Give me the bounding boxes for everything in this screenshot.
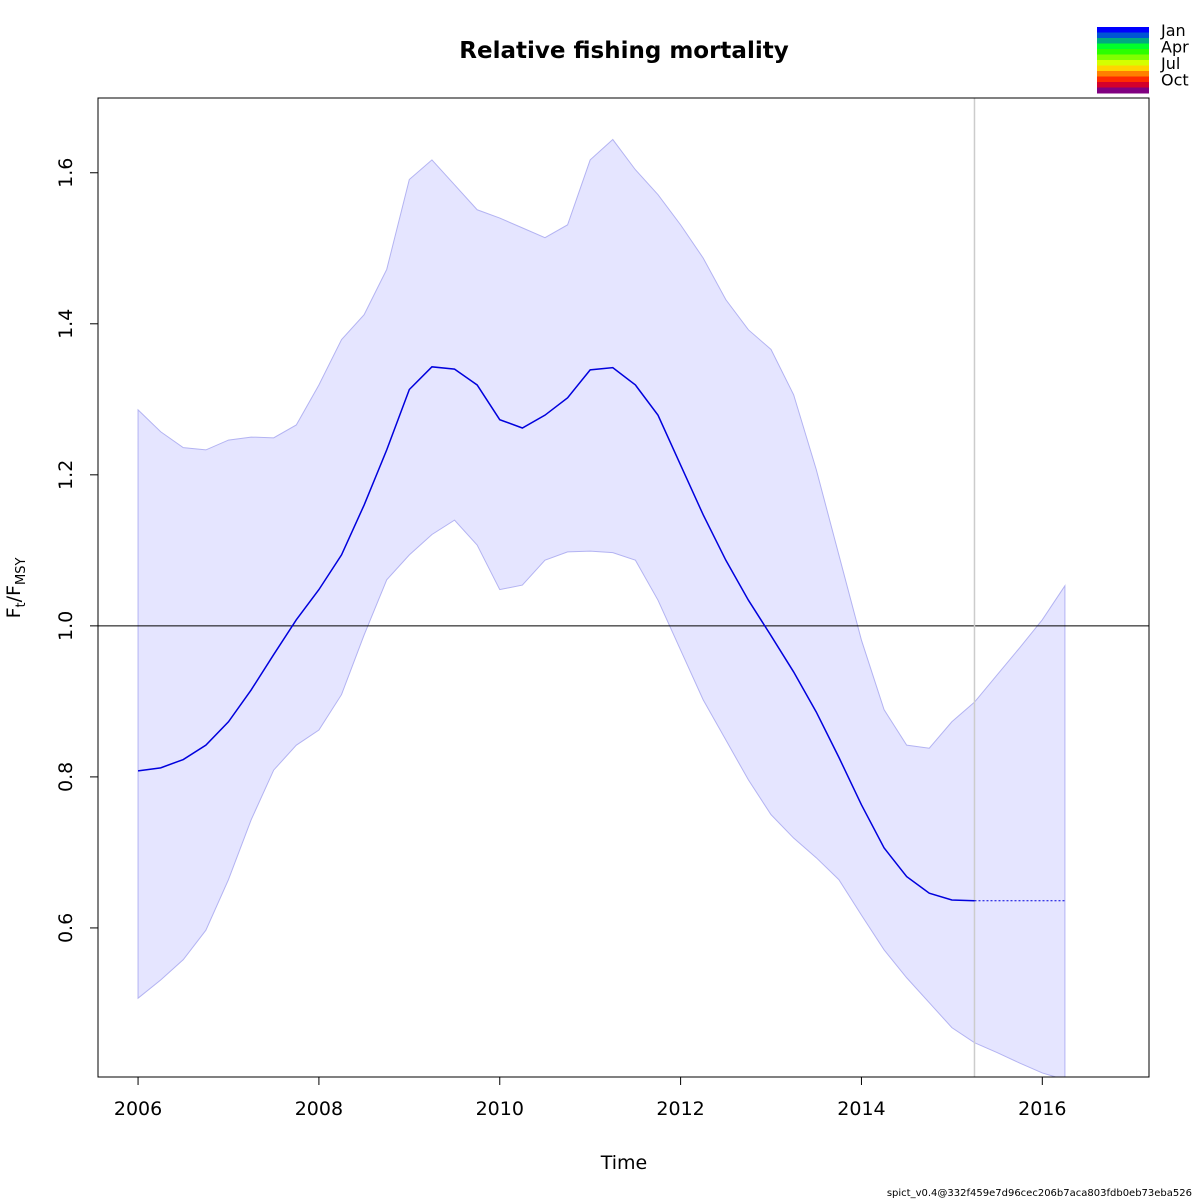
legend-label: Apr <box>1161 38 1189 57</box>
y-tick-label: 0.8 <box>55 762 77 792</box>
y-axis-label-part: t <box>14 602 29 607</box>
x-tick-label: 2012 <box>656 1098 704 1120</box>
legend-swatch <box>1097 43 1149 50</box>
y-axis-label-part: F <box>3 607 25 618</box>
x-tick-label: 2014 <box>837 1098 885 1120</box>
confidence-band <box>137 138 1066 1077</box>
x-tick-label: 2006 <box>114 1098 162 1120</box>
legend-swatch <box>1097 71 1149 77</box>
legend-label: Jul <box>1160 54 1180 73</box>
y-axis-label-part: /F <box>3 585 25 602</box>
legend-swatch <box>1097 32 1149 39</box>
y-tick-label: 1.0 <box>55 611 77 641</box>
plot-area <box>98 98 1149 1077</box>
legend-swatch <box>1097 54 1149 61</box>
legend-swatch <box>1097 49 1149 55</box>
legend-label: Jan <box>1160 21 1186 40</box>
y-tick-label: 1.2 <box>55 460 77 490</box>
legend-swatch <box>1097 60 1149 66</box>
legend-swatch <box>1097 38 1149 44</box>
y-tick-label: 1.6 <box>55 158 77 188</box>
y-axis-label: Ft/FMSY <box>3 558 29 619</box>
legend-swatch <box>1097 65 1149 72</box>
plot-frame <box>97 97 1150 1078</box>
chart-title: Relative fishing mortality <box>459 38 788 64</box>
y-axis-label-part: MSY <box>14 558 29 585</box>
x-tick-label: 2008 <box>295 1098 343 1120</box>
y-tick-label: 1.4 <box>55 309 77 339</box>
estimate-line <box>137 366 975 902</box>
legend-swatch <box>1097 27 1149 33</box>
legend-swatch <box>1097 87 1149 94</box>
x-tick-label: 2010 <box>476 1098 524 1120</box>
footer: spict_v0.4@332f459e7d96cec206b7aca803fdb… <box>887 1188 1192 1199</box>
x-tick-label: 2016 <box>1018 1098 1066 1120</box>
legend-swatch <box>1097 82 1149 88</box>
legend-swatch <box>1097 76 1149 83</box>
y-tick-label: 0.6 <box>55 913 77 943</box>
legend-label: Oct <box>1161 71 1189 90</box>
x-axis-label: Time <box>600 1152 648 1174</box>
